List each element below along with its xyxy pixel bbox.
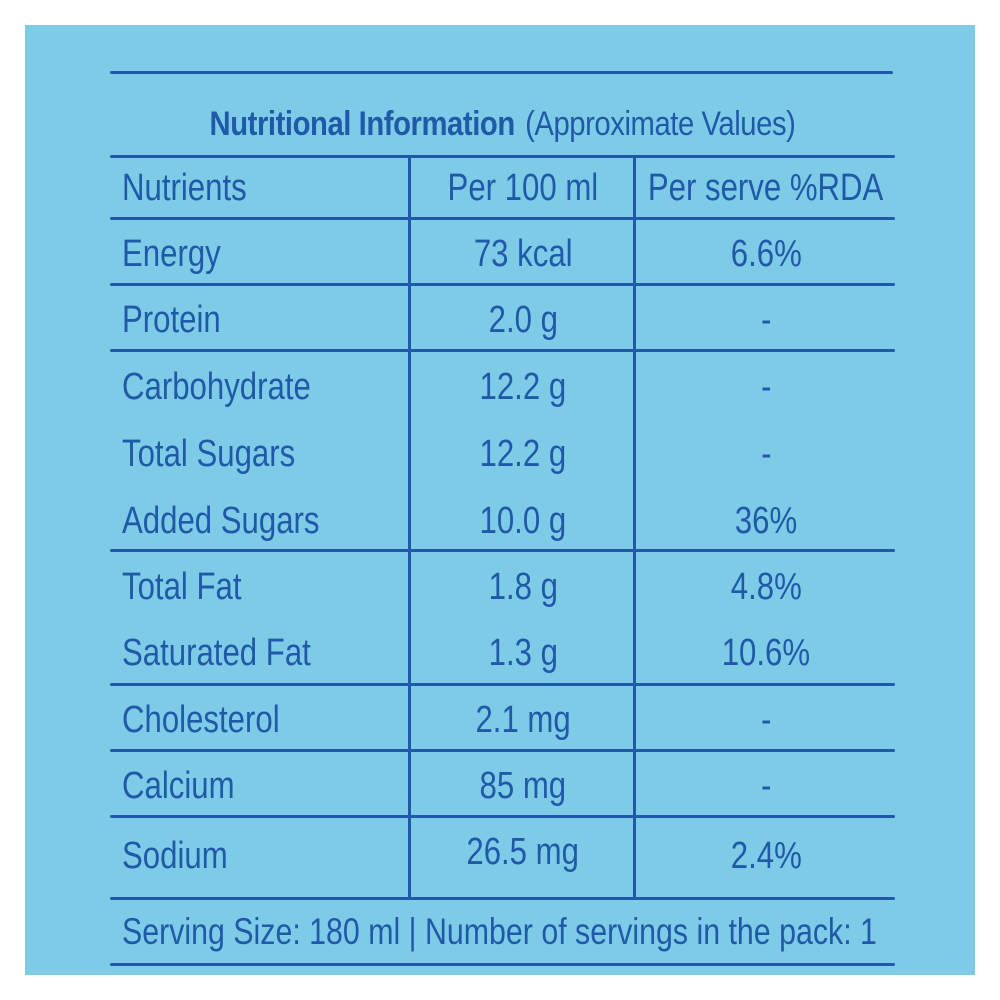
row-rda: - (760, 298, 772, 341)
row-per100: 85 mg (479, 764, 567, 807)
column-divider-2 (633, 157, 636, 899)
row-per100: 73 kcal (473, 232, 573, 275)
row-rda: - (760, 698, 772, 741)
rule-under-calcium (110, 815, 895, 818)
rule-under-protein (110, 349, 895, 352)
row-rda: 36% (734, 499, 798, 542)
serving-size-note: Serving Size: 180 ml | Number of serving… (122, 911, 877, 952)
row-nutrient: Energy (122, 232, 221, 275)
header-per-serve-rda: Per serve %RDA (648, 166, 884, 209)
row-nutrient: Saturated Fat (122, 631, 311, 674)
row-per100: 10.0 g (479, 499, 567, 542)
row-nutrient: Protein (122, 298, 221, 341)
rule-under-cholesterol (110, 749, 895, 752)
column-divider-1 (408, 157, 411, 899)
header-per-100ml: Per 100 ml (447, 166, 599, 209)
row-rda: 10.6% (721, 631, 811, 674)
row-per100: 26.5 mg (466, 830, 580, 873)
rule-under-sodium (110, 897, 895, 900)
rule-under-title (110, 155, 895, 158)
row-per100: 2.0 g (488, 298, 558, 341)
row-rda: - (760, 365, 772, 408)
table-title: Nutritional Information (Approximate Val… (165, 95, 840, 153)
row-per100: 12.2 g (479, 365, 567, 408)
title-normal: (Approximate Values) (525, 104, 796, 143)
row-nutrient: Total Fat (122, 565, 242, 608)
row-nutrient: Total Sugars (122, 432, 296, 475)
row-per100: 1.8 g (488, 565, 558, 608)
row-nutrient: Calcium (122, 764, 235, 807)
row-rda: 6.6% (730, 232, 802, 275)
row-rda: - (760, 432, 772, 475)
row-nutrient: Added Sugars (122, 499, 320, 542)
rule-under-saturated-fat (110, 683, 895, 686)
row-per100: 2.1 mg (475, 698, 571, 741)
title-bold: Nutritional Information (209, 104, 516, 143)
header-nutrients: Nutrients (122, 166, 247, 209)
rule-under-added-sugars (110, 549, 895, 552)
rule-bottom (110, 963, 895, 966)
row-nutrient: Cholesterol (122, 698, 280, 741)
row-nutrient: Carbohydrate (122, 365, 311, 408)
label-panel: Nutritional Information (Approximate Val… (25, 25, 975, 975)
row-nutrient: Sodium (122, 834, 228, 877)
nutrition-table: Nutritional Information (Approximate Val… (110, 45, 895, 966)
row-per100: 12.2 g (479, 432, 567, 475)
row-rda: 4.8% (730, 565, 802, 608)
row-rda: 2.4% (730, 834, 802, 877)
row-per100: 1.3 g (488, 631, 558, 674)
row-rda: - (760, 764, 772, 807)
rule-under-header (110, 217, 895, 220)
rule-top (110, 71, 893, 74)
rule-under-energy (110, 283, 895, 286)
